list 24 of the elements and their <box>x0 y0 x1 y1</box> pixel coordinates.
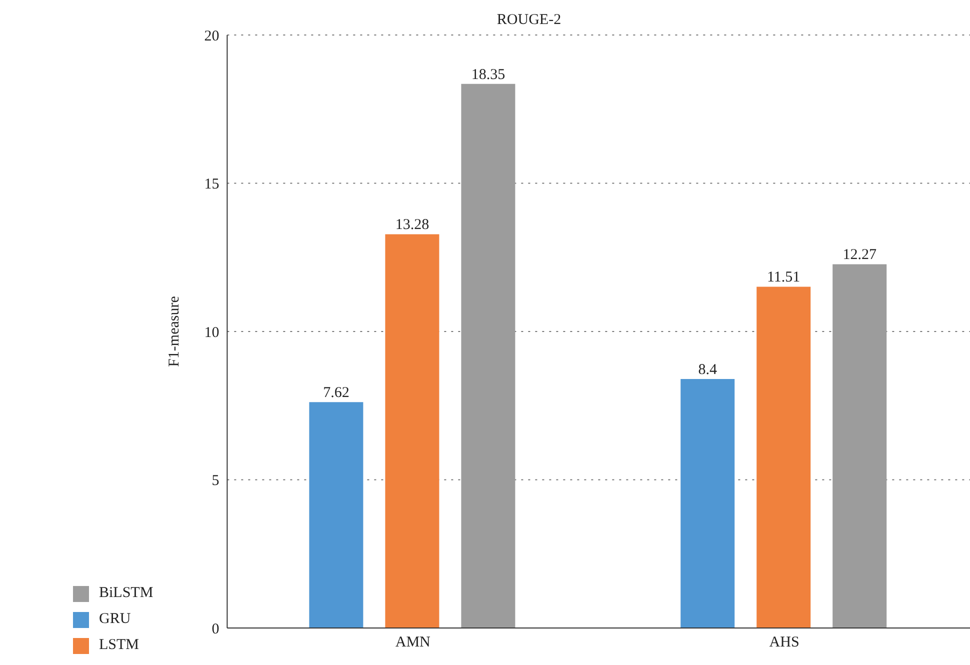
y-tick-label: 10 <box>204 324 220 341</box>
legend-label: LSTM <box>99 637 140 653</box>
y-tick-label: 20 <box>204 28 220 44</box>
x-tick-label: AMN <box>395 634 431 651</box>
data-label: 18.35 <box>471 66 506 83</box>
data-label: 12.27 <box>842 247 877 264</box>
data-label: 11.51 <box>766 270 800 286</box>
legend-label: GRU <box>99 611 131 627</box>
bar <box>832 264 887 628</box>
data-label: 13.28 <box>395 217 430 234</box>
y-axis-title: F1-measure <box>166 296 183 367</box>
chart-title: ROUGE-2 <box>496 12 562 29</box>
data-label: 8.4 <box>698 362 718 378</box>
y-tick-label: 0 <box>212 621 220 638</box>
legend-label: BiLSTM <box>99 585 154 601</box>
bar <box>756 286 811 628</box>
x-tick-label: AHS <box>769 634 800 651</box>
bar <box>461 84 516 628</box>
y-tick-label: 15 <box>204 176 220 193</box>
bar <box>385 234 440 628</box>
bar <box>680 378 735 628</box>
y-tick-label: 5 <box>212 473 220 490</box>
bar <box>309 402 364 628</box>
data-label: 7.62 <box>323 385 350 402</box>
